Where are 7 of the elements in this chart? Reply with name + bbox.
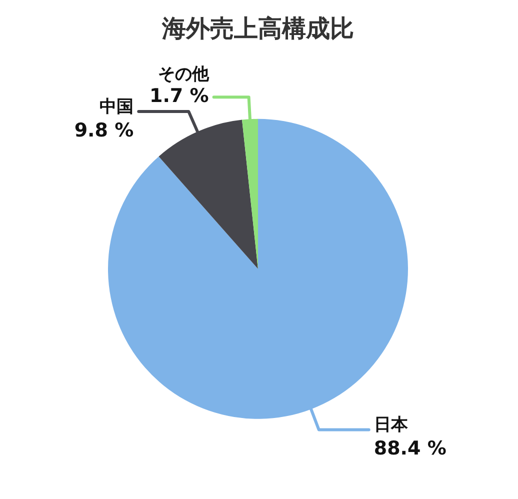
slice-label: 中国 <box>100 96 134 117</box>
slice-label: その他 <box>158 64 210 85</box>
slice-label: 日本 <box>374 415 409 436</box>
data-label: 9.8 % <box>74 119 134 142</box>
data-label: 1.7 % <box>149 85 209 108</box>
chart-title: 海外売上高構成比 <box>161 14 354 43</box>
data-label: 88.4 % <box>374 438 446 460</box>
